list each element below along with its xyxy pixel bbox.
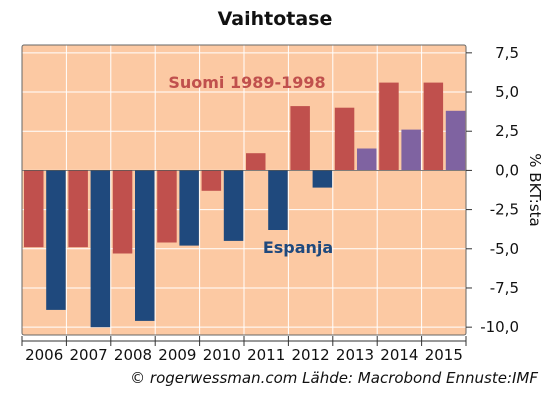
- y-tick-label: 5,0: [495, 83, 519, 101]
- y-tick-label: 2,5: [495, 122, 519, 140]
- bar-suomi-2010: [201, 170, 222, 191]
- bar-espanja-2009: [179, 170, 199, 246]
- x-tick-label: 2013: [336, 346, 374, 364]
- y-tick-label: -2,5: [490, 201, 519, 219]
- bar-espanja-2013: [357, 148, 377, 171]
- annotation-espanja: Espanja: [263, 238, 333, 257]
- x-tick-label: 2012: [292, 346, 330, 364]
- x-axis: 2006 2007 2008 2009 2010 2011 2012 2013 2014 2015: [21, 336, 467, 364]
- y-tick-label: 0,0: [495, 161, 519, 179]
- bars: [24, 82, 466, 328]
- bar-espanja-2014: [401, 129, 421, 171]
- x-tick-label: 2007: [70, 346, 108, 364]
- y-tick-label: -7,5: [490, 279, 519, 297]
- x-tick-label: 2014: [380, 346, 418, 364]
- y-axis: 7,5 5,0 2,5 0,0 -2,5 -5,0 -7,5 -10,0: [466, 44, 519, 336]
- bar-espanja-2007: [90, 170, 111, 328]
- y-tick-label: -5,0: [490, 240, 519, 258]
- bar-espanja-2012: [312, 170, 333, 188]
- bar-suomi-2008: [112, 170, 133, 254]
- annotation-suomi: Suomi 1989-1998: [168, 73, 325, 92]
- x-tick-label: 2015: [425, 346, 463, 364]
- chart-title: Vaihtotase: [217, 8, 333, 30]
- x-tick-label: 2008: [114, 346, 152, 364]
- bar-suomi-2006: [24, 170, 44, 248]
- bar-espanja-2010: [223, 170, 244, 241]
- x-tick-label: 2009: [158, 346, 196, 364]
- x-tick-label: 2011: [247, 346, 285, 364]
- bar-espanja-2006: [46, 170, 66, 310]
- plot-frame: [21, 44, 467, 336]
- bar-espanja-2008: [135, 170, 155, 321]
- x-tick-label: 2006: [25, 346, 63, 364]
- bar-espanja-2015: [445, 110, 466, 171]
- y-tick-label: -10,0: [480, 318, 519, 336]
- bar-suomi-2009: [157, 170, 177, 243]
- y-tick-label: 7,5: [495, 44, 519, 62]
- bar-suomi-2011: [246, 153, 266, 171]
- bar-suomi-2014: [379, 82, 399, 171]
- bar-espanja-2011: [268, 170, 288, 230]
- bar-suomi-2012: [290, 106, 310, 171]
- bar-suomi-2015: [423, 82, 444, 171]
- y-axis-label: % BKT:sta: [526, 153, 544, 226]
- bar-suomi-2013: [334, 107, 355, 171]
- bar-suomi-2007: [68, 170, 88, 248]
- source-footer: © rogerwessman.com Lähde: Macrobond Ennu…: [130, 369, 538, 387]
- x-tick-label: 2010: [203, 346, 241, 364]
